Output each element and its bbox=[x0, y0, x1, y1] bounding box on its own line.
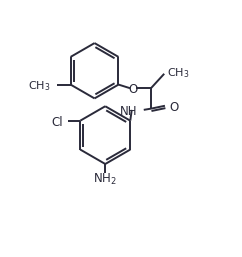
Text: CH$_3$: CH$_3$ bbox=[167, 66, 189, 80]
Text: O: O bbox=[170, 101, 179, 114]
Text: Cl: Cl bbox=[52, 116, 63, 129]
Text: NH: NH bbox=[120, 105, 138, 118]
Text: NH$_2$: NH$_2$ bbox=[93, 172, 117, 187]
Text: O: O bbox=[128, 83, 137, 96]
Text: CH$_3$: CH$_3$ bbox=[28, 80, 51, 93]
